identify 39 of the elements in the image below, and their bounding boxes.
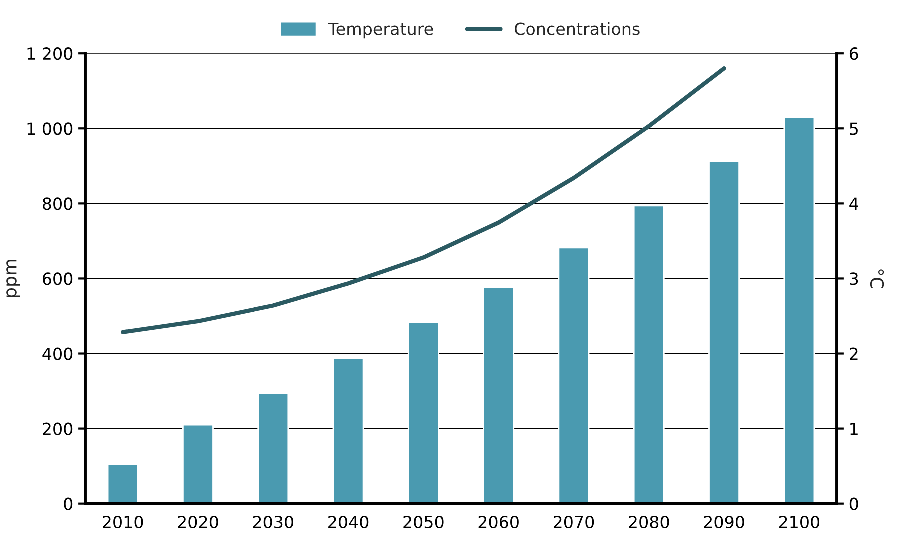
bar bbox=[483, 287, 515, 504]
y-tick-label: 600 bbox=[43, 272, 73, 286]
y2-axis-title: °C bbox=[870, 270, 884, 289]
line-series bbox=[120, 66, 726, 334]
y-tick-label: 400 bbox=[42, 348, 73, 360]
x-tick-label: 2080 bbox=[629, 516, 670, 529]
legend-label: Temperature bbox=[328, 22, 434, 39]
y2-tick-label: 4 bbox=[850, 198, 858, 210]
legend-label: Concentrations bbox=[515, 22, 640, 36]
y2-tick-label: 6 bbox=[850, 48, 858, 60]
bar bbox=[408, 322, 440, 504]
x-tick-label: 2090 bbox=[704, 516, 744, 529]
y-tick-label: 200 bbox=[43, 422, 73, 436]
bar bbox=[258, 392, 290, 504]
bar bbox=[107, 464, 139, 504]
x-tick-label: 2050 bbox=[404, 516, 444, 529]
y2-tick-label: 2 bbox=[850, 348, 858, 360]
bar bbox=[633, 205, 665, 504]
y-tick-label: 1 000 bbox=[28, 122, 73, 136]
bar bbox=[784, 116, 816, 504]
x-tick-label: 2100 bbox=[779, 516, 820, 529]
x-tick-label: 2030 bbox=[253, 516, 294, 529]
y-tick-label: 800 bbox=[43, 198, 73, 210]
y2-tick-label: 5 bbox=[850, 122, 858, 136]
y-tick-label: 0 bbox=[64, 498, 73, 510]
x-tick-label: 2020 bbox=[178, 516, 218, 529]
y-tick-label: 1 200 bbox=[28, 48, 73, 60]
bar bbox=[708, 160, 740, 504]
y2-tick-label: 1 bbox=[850, 422, 858, 436]
bar bbox=[558, 247, 590, 504]
x-tick-label: 2060 bbox=[478, 516, 519, 529]
x-tick-label: 2040 bbox=[328, 516, 369, 529]
x-tick-label: 2070 bbox=[554, 516, 594, 529]
y2-tick-label: 3 bbox=[850, 272, 858, 286]
y-axis-title: ppm bbox=[6, 260, 20, 298]
x-tick-label: 2010 bbox=[103, 516, 144, 529]
bar bbox=[182, 424, 214, 504]
y2-tick-label: 0 bbox=[850, 498, 858, 510]
bar bbox=[332, 358, 364, 504]
